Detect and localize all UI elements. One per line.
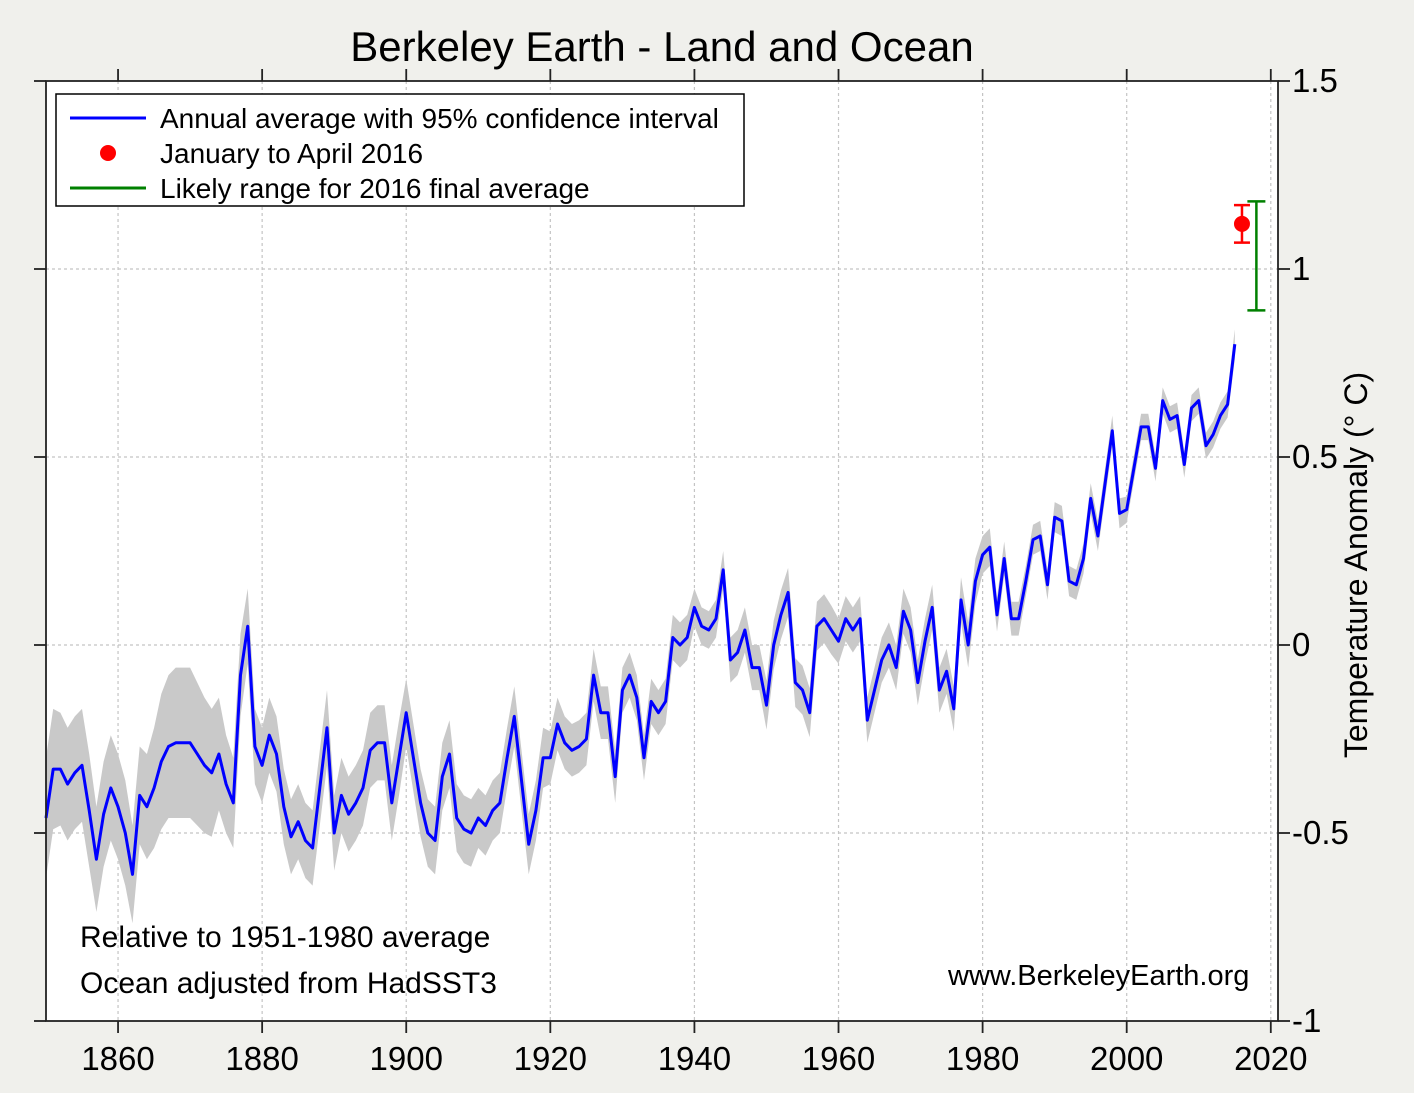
jan-apr-2016-point <box>1233 215 1250 232</box>
y-tick-label: 0 <box>1292 626 1310 663</box>
gridlines <box>46 81 1278 1021</box>
y-tick-label: 1.5 <box>1292 62 1338 99</box>
y-axis-label-group: Temperature Anomaly (° C) <box>1338 372 1374 758</box>
y-axis-label: Temperature Anomaly (° C) <box>1338 372 1374 758</box>
confidence-band-layer <box>46 329 1235 924</box>
x-tick-label: 1960 <box>802 1040 875 1077</box>
x-tick-label: 1860 <box>81 1040 154 1077</box>
y-tick-label: -1 <box>1292 1002 1321 1039</box>
y-tick-label: 0.5 <box>1292 438 1338 475</box>
axis-border <box>45 80 1279 1022</box>
annual-average-line <box>44 344 1237 876</box>
website-watermark: www.BerkeleyEarth.org <box>947 960 1249 992</box>
legend-box: Annual average with 95% confidence inter… <box>55 93 745 207</box>
data-series-layer <box>44 200 1266 876</box>
legend-label: Likely range for 2016 final average <box>160 173 590 204</box>
x-tick-label: 1880 <box>225 1040 298 1077</box>
legend-label: Annual average with 95% confidence inter… <box>160 103 719 134</box>
legend-item-jan-apr-2016: January to April 2016 <box>100 138 423 169</box>
note-baseline: Relative to 1951-1980 average <box>80 921 490 954</box>
axis-ticks <box>34 69 1290 1033</box>
y-tick-label: -0.5 <box>1292 814 1349 851</box>
x-tick-label: 2000 <box>1090 1040 1163 1077</box>
plot-area <box>46 81 1278 1021</box>
legend-item-annual-average: Annual average with 95% confidence inter… <box>70 103 719 134</box>
x-tick-label: 1940 <box>658 1040 731 1077</box>
tick-labels: 1860 1880 1900 1920 1940 1960 1980 2000 2020-1 -0… <box>81 62 1349 1077</box>
legend-item-2016-range: Likely range for 2016 final average <box>70 173 590 204</box>
confidence-band <box>46 329 1235 924</box>
x-tick-label: 2020 <box>1234 1040 1307 1077</box>
x-tick-label: 1900 <box>370 1040 443 1077</box>
chart-title: Berkeley Earth - Land and Ocean <box>350 23 973 70</box>
legend-frame <box>55 93 745 207</box>
legend-dot-sample-icon <box>100 145 116 161</box>
x-tick-label: 1980 <box>946 1040 1019 1077</box>
x-tick-label: 1920 <box>514 1040 587 1077</box>
note-ocean-adjustment: Ocean adjusted from HadSST3 <box>80 967 497 1000</box>
legend-label: January to April 2016 <box>160 138 423 169</box>
y-tick-label: 1 <box>1292 250 1310 287</box>
